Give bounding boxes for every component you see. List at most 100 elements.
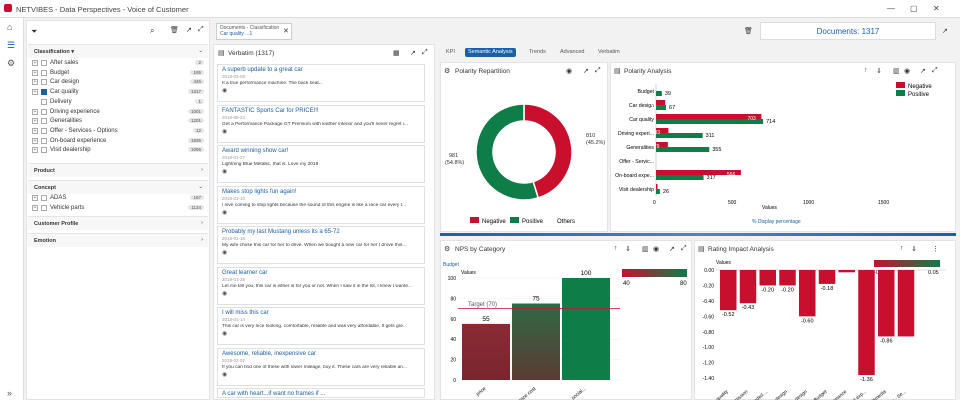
settings-icon[interactable]: ⚙: [7, 58, 16, 68]
concept-item[interactable]: + ADAS 167: [32, 195, 204, 203]
pa-share-icon[interactable]: ↗: [920, 68, 926, 75]
rating-sort-icon[interactable]: ↑: [900, 245, 904, 252]
rating-more-icon[interactable]: ⋮: [932, 246, 939, 253]
expand-plus-icon[interactable]: +: [32, 195, 38, 201]
verbatim-card[interactable]: Probably my last Mustang unless its a 65…: [217, 226, 425, 264]
filter-checkbox[interactable]: [41, 137, 47, 144]
refine-chip[interactable]: Documents - Classification Car quality .…: [216, 23, 292, 40]
expand-plus-icon[interactable]: +: [32, 137, 38, 144]
verbatim-card[interactable]: A superb update to a great car 2018-03-08…: [217, 64, 425, 102]
filter-group-concept[interactable]: Concept ⌄: [28, 180, 208, 194]
chart-type-icon[interactable]: ▥: [893, 68, 900, 75]
concept-checkbox[interactable]: [41, 195, 47, 201]
expand-plus-icon[interactable]: +: [32, 127, 38, 134]
verbatim-card-title[interactable]: Great learner car: [222, 269, 268, 276]
search-icon[interactable]: ⌕: [150, 26, 155, 35]
verbatim-card-title[interactable]: I will miss this car: [222, 310, 269, 316]
verbatim-card-title[interactable]: A superb update to a great car: [222, 67, 303, 73]
expand-icon[interactable]: »: [7, 388, 13, 398]
verbatim-card-title[interactable]: A car with heart...if want no frames if …: [222, 391, 326, 397]
verbatim-card[interactable]: Award winning show car! 2018-01-27 Lightni…: [217, 145, 425, 183]
filter-checkbox[interactable]: [41, 127, 47, 134]
close-icon[interactable]: ✕: [933, 4, 940, 13]
verbatim-card[interactable]: Awesome, reliable, inexpensive car 2018-0…: [217, 347, 425, 386]
verbatim-card[interactable]: Makes stop lights fun again! 2018-01-10 I …: [217, 185, 425, 224]
filter-item[interactable]: + Driving experience 1001: [32, 108, 204, 117]
tab-verbatim[interactable]: Verbatim: [598, 49, 620, 55]
filter-item[interactable]: + Generalities 1201: [32, 118, 204, 126]
sort-up-icon[interactable]: ↑: [864, 67, 868, 74]
filter-icon[interactable]: ⏷: [31, 27, 38, 36]
filter-group-classification[interactable]: Classification ▾ ⌄: [28, 44, 208, 58]
download-icon[interactable]: ⇓: [876, 68, 882, 75]
verbatim-options-icon[interactable]: ▦: [393, 50, 400, 57]
home-icon[interactable]: ⌂: [7, 22, 13, 32]
nps-gear-icon[interactable]: ⚙: [444, 246, 451, 253]
expand-plus-icon[interactable]: +: [32, 147, 38, 154]
filter-checkbox[interactable]: [41, 89, 47, 96]
view-eye-icon[interactable]: ◉: [222, 169, 228, 175]
nps-sort-icon[interactable]: ↑: [614, 245, 618, 252]
pa-eye-icon[interactable]: ◉: [904, 68, 911, 75]
share-top-icon[interactable]: ↗: [942, 28, 948, 35]
pa-fullscreen-icon[interactable]: ⤢: [932, 67, 938, 74]
expand-plus-icon[interactable]: +: [32, 79, 38, 86]
expand-plus-icon[interactable]: +: [32, 69, 38, 76]
nps-share-icon[interactable]: ↗: [669, 246, 675, 253]
verbatim-card-title[interactable]: Makes stop lights fun again!: [222, 188, 297, 195]
verbatim-card[interactable]: Great learner car 2018-01-25 Let me tell y…: [217, 266, 425, 305]
tab-semantic-analysis[interactable]: Semantic Analysis: [465, 48, 516, 57]
expand-plus-icon[interactable]: +: [32, 118, 38, 125]
filter-checkbox[interactable]: [41, 147, 47, 154]
fullscreen-icon[interactable]: ⤢: [198, 26, 204, 33]
remove-refine-icon[interactable]: ✕: [283, 28, 289, 35]
verbatim-fullscreen-icon[interactable]: ⤢: [422, 49, 428, 56]
verbatim-card-title[interactable]: Award winning show car!: [222, 148, 289, 154]
filter-item[interactable]: + Budget 195: [32, 69, 204, 78]
nps-eye-icon[interactable]: ◉: [653, 246, 660, 253]
view-eye-icon[interactable]: ◉: [222, 209, 228, 216]
filter-group-customer-profile[interactable]: Customer Profile ›: [28, 216, 208, 230]
expand-plus-icon[interactable]: +: [32, 89, 38, 96]
polarity-rep-eye-icon[interactable]: ◉: [566, 68, 573, 75]
verbatim-card-title[interactable]: Awesome, reliable, inexpensive car: [222, 350, 316, 357]
filter-checkbox[interactable]: [41, 69, 47, 76]
trash-icon[interactable]: 🗑: [170, 27, 179, 34]
filter-checkbox[interactable]: [41, 60, 47, 66]
nps-download-icon[interactable]: ⇓: [625, 246, 631, 253]
filter-checkbox[interactable]: [41, 118, 47, 125]
verbatim-card[interactable]: FANTASTIC Sports Car for PRICE!!! 2018-08…: [217, 104, 425, 143]
verbatim-share-icon[interactable]: ↗: [410, 50, 416, 57]
share-icon[interactable]: ↗: [186, 27, 192, 34]
filter-group-emotion[interactable]: Emotion ›: [28, 233, 208, 247]
filter-checkbox[interactable]: [41, 79, 47, 86]
view-eye-icon[interactable]: ◉: [222, 331, 228, 337]
filter-item[interactable]: + After sales 2: [32, 60, 204, 68]
filter-checkbox[interactable]: [41, 108, 47, 115]
view-eye-icon[interactable]: ◉: [222, 88, 228, 94]
polarity-rep-fullscreen-icon[interactable]: ⤢: [595, 67, 601, 74]
tab-kpi[interactable]: KPI: [446, 49, 455, 55]
maximize-icon[interactable]: ▢: [910, 4, 918, 13]
filter-checkbox[interactable]: [41, 98, 47, 105]
concept-item[interactable]: + Vehicle parts 1134: [32, 204, 204, 213]
filter-item[interactable]: + Offer - Services - Options 12: [32, 127, 204, 136]
filter-item[interactable]: + Visit dealership 1096: [32, 147, 204, 155]
filter-item[interactable]: + On-board experience 1935: [32, 137, 204, 146]
expand-plus-icon[interactable]: +: [32, 60, 38, 66]
filter-item[interactable]: + Car quality 1317: [32, 89, 204, 97]
verbatim-card[interactable]: A car with heart...if want no frames if …: [217, 388, 425, 398]
nps-fullscreen-icon[interactable]: ⤢: [681, 245, 687, 252]
nps-chart-icon[interactable]: ▥: [642, 246, 649, 253]
concept-checkbox[interactable]: [41, 204, 47, 211]
rating-download-icon[interactable]: ⇓: [911, 246, 917, 253]
expand-plus-icon[interactable]: +: [32, 204, 38, 211]
view-eye-icon[interactable]: ◉: [222, 290, 228, 297]
verbatim-card-title[interactable]: Probably my last Mustang unless its a 65…: [222, 229, 340, 235]
polarity-rep-gear-icon[interactable]: ⚙: [444, 68, 451, 75]
view-eye-icon[interactable]: ◉: [222, 250, 228, 256]
filter-item[interactable]: + Car design 445: [32, 79, 204, 87]
expand-plus-icon[interactable]: +: [32, 108, 38, 115]
view-eye-icon[interactable]: ◉: [222, 128, 228, 135]
